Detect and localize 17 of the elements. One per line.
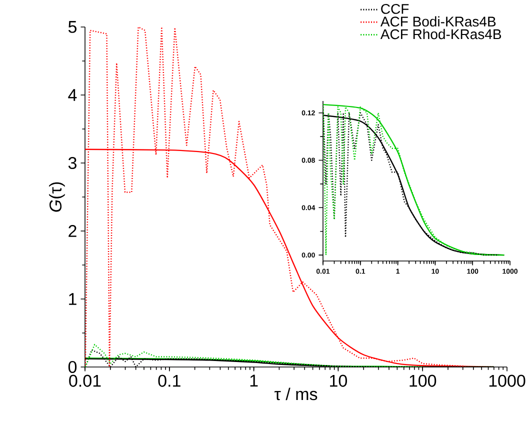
x-tick-label: 1 <box>250 374 258 386</box>
legend-label: CCF <box>381 4 409 14</box>
x-tick-label: 100 <box>410 374 436 387</box>
x-tick-label: 0.01 <box>69 374 101 387</box>
y-tick-label: 0 <box>68 360 77 374</box>
legend-label: ACF Rhod-KRas4B <box>380 28 502 40</box>
y-tick-label: 5 <box>68 21 76 33</box>
x-tick-label: 0.1 <box>158 374 180 387</box>
y-tick-label: 3 <box>68 156 76 170</box>
y-tick-label: 2 <box>68 225 76 237</box>
x-axis-title: τ / ms <box>274 388 318 400</box>
legend-label: ACF Bodi-KRas4B <box>380 16 496 27</box>
y-axis-title: G(τ) <box>49 182 65 212</box>
x-tick-label: 1000 <box>489 374 526 387</box>
y-tick-label: 4 <box>68 89 77 101</box>
y-tick-label: 1 <box>69 293 76 305</box>
x-tick-label: 10 <box>330 374 347 387</box>
